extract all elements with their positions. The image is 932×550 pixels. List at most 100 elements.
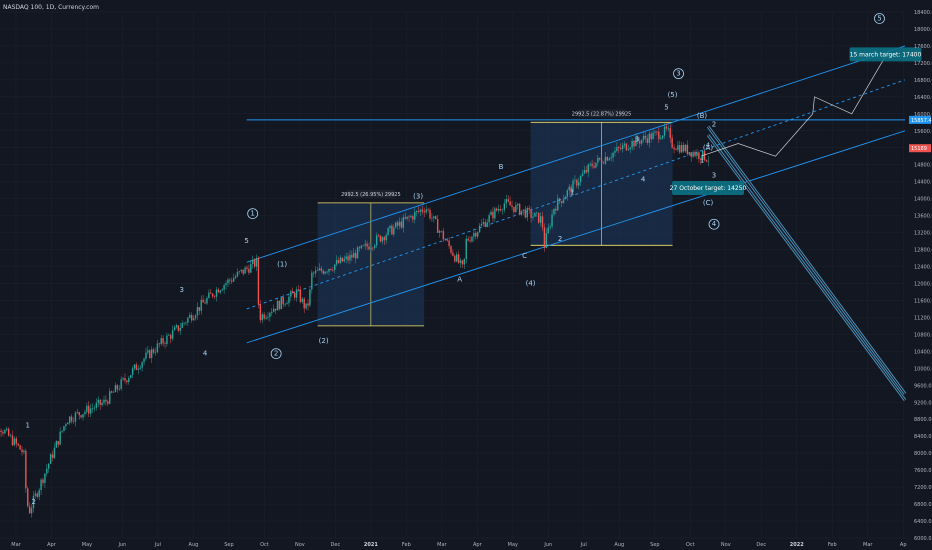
axis-layer: 18400.018000.017600.017200.016800.016400… <box>11 10 932 548</box>
candle-body <box>107 401 109 404</box>
candle-body <box>297 289 300 291</box>
candle-body <box>112 392 115 393</box>
candle-body <box>28 506 31 514</box>
candle-body <box>229 279 231 281</box>
price-badge-label: 15857.4 <box>911 118 932 124</box>
wave-label-text: (1) <box>277 261 287 269</box>
candle-body <box>202 299 204 303</box>
candle-body <box>116 385 119 390</box>
candle-body <box>191 314 193 321</box>
candle-body <box>221 289 223 291</box>
wave-label-text: 1 <box>700 157 704 165</box>
candle-body <box>110 391 113 393</box>
candle-body <box>211 293 214 297</box>
candle-body <box>305 303 307 309</box>
candle-body <box>404 217 406 219</box>
price-badge <box>909 115 931 124</box>
x-tick-label: 2021 <box>364 542 378 548</box>
candle-body <box>684 144 687 152</box>
candle-body <box>330 269 332 270</box>
candle-body <box>690 152 692 157</box>
wave-label-text: C <box>522 252 527 260</box>
candle-body <box>120 379 122 389</box>
candle-body <box>68 416 71 423</box>
candle-body <box>15 438 18 444</box>
candle-body <box>408 216 410 218</box>
candle-body <box>30 508 33 514</box>
candle-body <box>530 209 532 218</box>
wave-label: 4 <box>641 176 646 184</box>
candle-body <box>59 431 61 445</box>
candle-body <box>280 297 283 310</box>
candle-body <box>320 268 323 271</box>
x-tick-label: Aug <box>614 542 624 548</box>
candle-body <box>128 378 130 383</box>
x-tick-label: Feb <box>828 542 837 548</box>
candle-body <box>417 210 420 212</box>
candle-body <box>560 201 563 204</box>
wave-label-text: (C) <box>703 199 714 207</box>
candle-body <box>130 375 132 379</box>
candle-body <box>509 201 511 206</box>
candle-body <box>488 215 490 223</box>
price-candles <box>0 123 710 518</box>
target-annotations: 15 march target: 17400 27 October target:… <box>670 47 921 196</box>
candle-body <box>675 149 677 150</box>
candle-body <box>496 208 498 211</box>
candle-body <box>541 216 544 228</box>
candle-body <box>345 256 347 259</box>
candle-body <box>276 301 279 311</box>
candle-body <box>32 495 35 509</box>
wave-label-text: 4 <box>706 142 711 150</box>
candle-body <box>619 148 622 150</box>
candle-body <box>118 388 120 390</box>
candle-body <box>93 407 96 409</box>
candle-body <box>217 289 220 293</box>
candle-body <box>223 285 225 290</box>
candle-body <box>2 431 4 434</box>
candle-body <box>65 424 67 427</box>
x-tick-label: Aug <box>189 542 199 548</box>
y-tick-label: 11600.0 <box>914 298 932 304</box>
candle-body <box>389 225 391 229</box>
y-tick-label: 6400.0 <box>914 519 932 525</box>
candle-body <box>587 164 589 173</box>
candle-body <box>379 235 382 242</box>
wave-label: (B) <box>697 112 708 120</box>
candle-body <box>414 212 416 220</box>
candle-body <box>215 289 218 297</box>
candle-body <box>183 322 185 324</box>
candle-body <box>444 239 446 241</box>
candle-body <box>381 237 384 242</box>
wave-label: 5 <box>664 104 668 112</box>
candle-body <box>581 173 584 176</box>
candle-body <box>48 463 50 469</box>
candle-body <box>293 293 296 298</box>
candle-body <box>84 411 86 415</box>
wave-label: 1 <box>570 188 574 196</box>
candle-body <box>290 291 292 297</box>
candle-body <box>133 364 136 369</box>
candle-body <box>448 240 450 247</box>
candle-body <box>61 430 63 432</box>
candle-body <box>438 230 441 233</box>
candle-body <box>654 131 656 133</box>
candle-body <box>534 212 536 217</box>
candle-body <box>53 447 56 458</box>
wave-label-circle <box>247 208 259 220</box>
candle-body <box>621 145 624 150</box>
candle-body <box>6 428 8 431</box>
candle-body <box>553 208 555 215</box>
wave-label-text: 2 <box>558 235 562 243</box>
y-tick-label: 16400.0 <box>914 95 932 101</box>
candle-body <box>154 352 157 353</box>
candle-body <box>271 311 273 313</box>
wave-label: 3 <box>635 135 639 143</box>
wave-label-text: 3 <box>635 135 639 143</box>
y-tick-label: 12800.0 <box>914 248 932 254</box>
wave-label-text: 4 <box>203 350 208 358</box>
candle-body <box>450 246 452 253</box>
candle-body <box>374 245 376 248</box>
candle-body <box>284 304 286 305</box>
